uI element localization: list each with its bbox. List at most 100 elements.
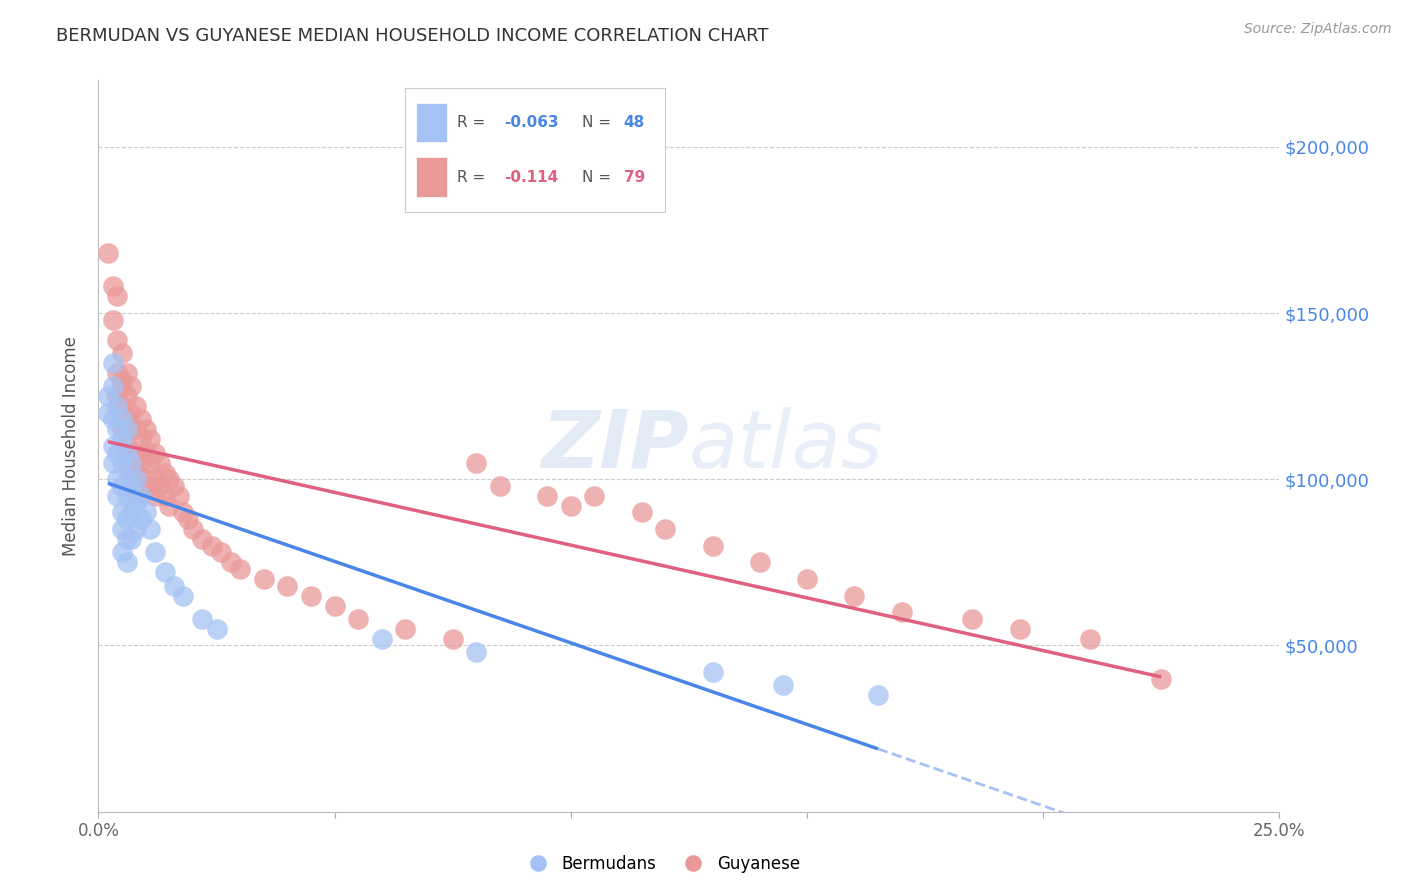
Point xyxy=(129,489,152,503)
Point xyxy=(465,456,488,470)
Point xyxy=(111,433,134,447)
Point xyxy=(115,366,138,380)
Point xyxy=(172,589,194,603)
Point xyxy=(139,433,162,447)
Point xyxy=(139,479,162,493)
Point xyxy=(121,506,143,520)
Point xyxy=(97,406,120,420)
Point xyxy=(149,479,172,493)
Point xyxy=(371,632,394,646)
Point xyxy=(153,489,176,503)
Point xyxy=(149,456,172,470)
Point xyxy=(163,479,186,493)
Point xyxy=(97,389,120,403)
Point xyxy=(121,479,143,493)
Point xyxy=(219,555,242,569)
Point xyxy=(347,612,370,626)
Point xyxy=(962,612,984,626)
Point xyxy=(489,479,512,493)
Point xyxy=(129,512,152,526)
Point xyxy=(111,399,134,413)
Point xyxy=(125,422,148,436)
Point xyxy=(101,412,124,426)
Point xyxy=(111,456,134,470)
Point xyxy=(229,562,252,576)
Point xyxy=(121,379,143,393)
Point xyxy=(702,539,724,553)
Point xyxy=(191,532,214,546)
Point xyxy=(115,439,138,453)
Point xyxy=(536,489,558,503)
Point xyxy=(866,689,889,703)
Point xyxy=(115,412,138,426)
Point xyxy=(630,506,652,520)
Point xyxy=(299,589,322,603)
Point xyxy=(129,412,152,426)
Point xyxy=(163,579,186,593)
Point xyxy=(115,555,138,569)
Point xyxy=(125,445,148,459)
Point xyxy=(167,489,190,503)
Point xyxy=(654,522,676,536)
Point xyxy=(205,622,228,636)
Point xyxy=(125,472,148,486)
Point xyxy=(153,566,176,580)
Point xyxy=(115,532,138,546)
Point xyxy=(143,545,166,559)
Point xyxy=(115,472,138,486)
Legend: Bermudans, Guyanese: Bermudans, Guyanese xyxy=(515,848,807,880)
Point xyxy=(125,522,148,536)
Point xyxy=(135,506,157,520)
Point xyxy=(129,479,152,493)
Text: BERMUDAN VS GUYANESE MEDIAN HOUSEHOLD INCOME CORRELATION CHART: BERMUDAN VS GUYANESE MEDIAN HOUSEHOLD IN… xyxy=(56,27,769,45)
Point xyxy=(101,439,124,453)
Point xyxy=(115,489,138,503)
Point xyxy=(111,412,134,426)
Point xyxy=(111,422,134,436)
Point xyxy=(101,312,124,326)
Point xyxy=(702,665,724,679)
Text: Source: ZipAtlas.com: Source: ZipAtlas.com xyxy=(1244,22,1392,37)
Point xyxy=(209,545,232,559)
Point xyxy=(105,422,128,436)
Point xyxy=(191,612,214,626)
Point xyxy=(115,389,138,403)
Point xyxy=(105,489,128,503)
Point xyxy=(105,445,128,459)
Point xyxy=(844,589,866,603)
Point xyxy=(105,389,128,403)
Point xyxy=(115,456,138,470)
Point xyxy=(121,422,143,436)
Point xyxy=(143,472,166,486)
Point xyxy=(172,506,194,520)
Y-axis label: Median Household Income: Median Household Income xyxy=(62,336,80,556)
Point xyxy=(121,406,143,420)
Point xyxy=(157,499,180,513)
Point xyxy=(111,372,134,386)
Point xyxy=(323,599,346,613)
Point xyxy=(105,399,128,413)
Point xyxy=(129,433,152,447)
Point xyxy=(890,605,912,619)
Point xyxy=(105,366,128,380)
Point xyxy=(143,445,166,459)
Point xyxy=(135,445,157,459)
Point xyxy=(135,472,157,486)
Point xyxy=(111,522,134,536)
Point xyxy=(139,456,162,470)
Point xyxy=(125,495,148,509)
Point xyxy=(125,466,148,480)
Point xyxy=(115,422,138,436)
Point xyxy=(135,422,157,436)
Point xyxy=(465,645,488,659)
Point xyxy=(115,445,138,459)
Point xyxy=(105,289,128,303)
Point xyxy=(181,522,204,536)
Text: ZIP: ZIP xyxy=(541,407,689,485)
Point xyxy=(125,399,148,413)
Point xyxy=(748,555,770,569)
Point xyxy=(125,489,148,503)
Point xyxy=(121,445,143,459)
Point xyxy=(139,522,162,536)
Point xyxy=(121,532,143,546)
